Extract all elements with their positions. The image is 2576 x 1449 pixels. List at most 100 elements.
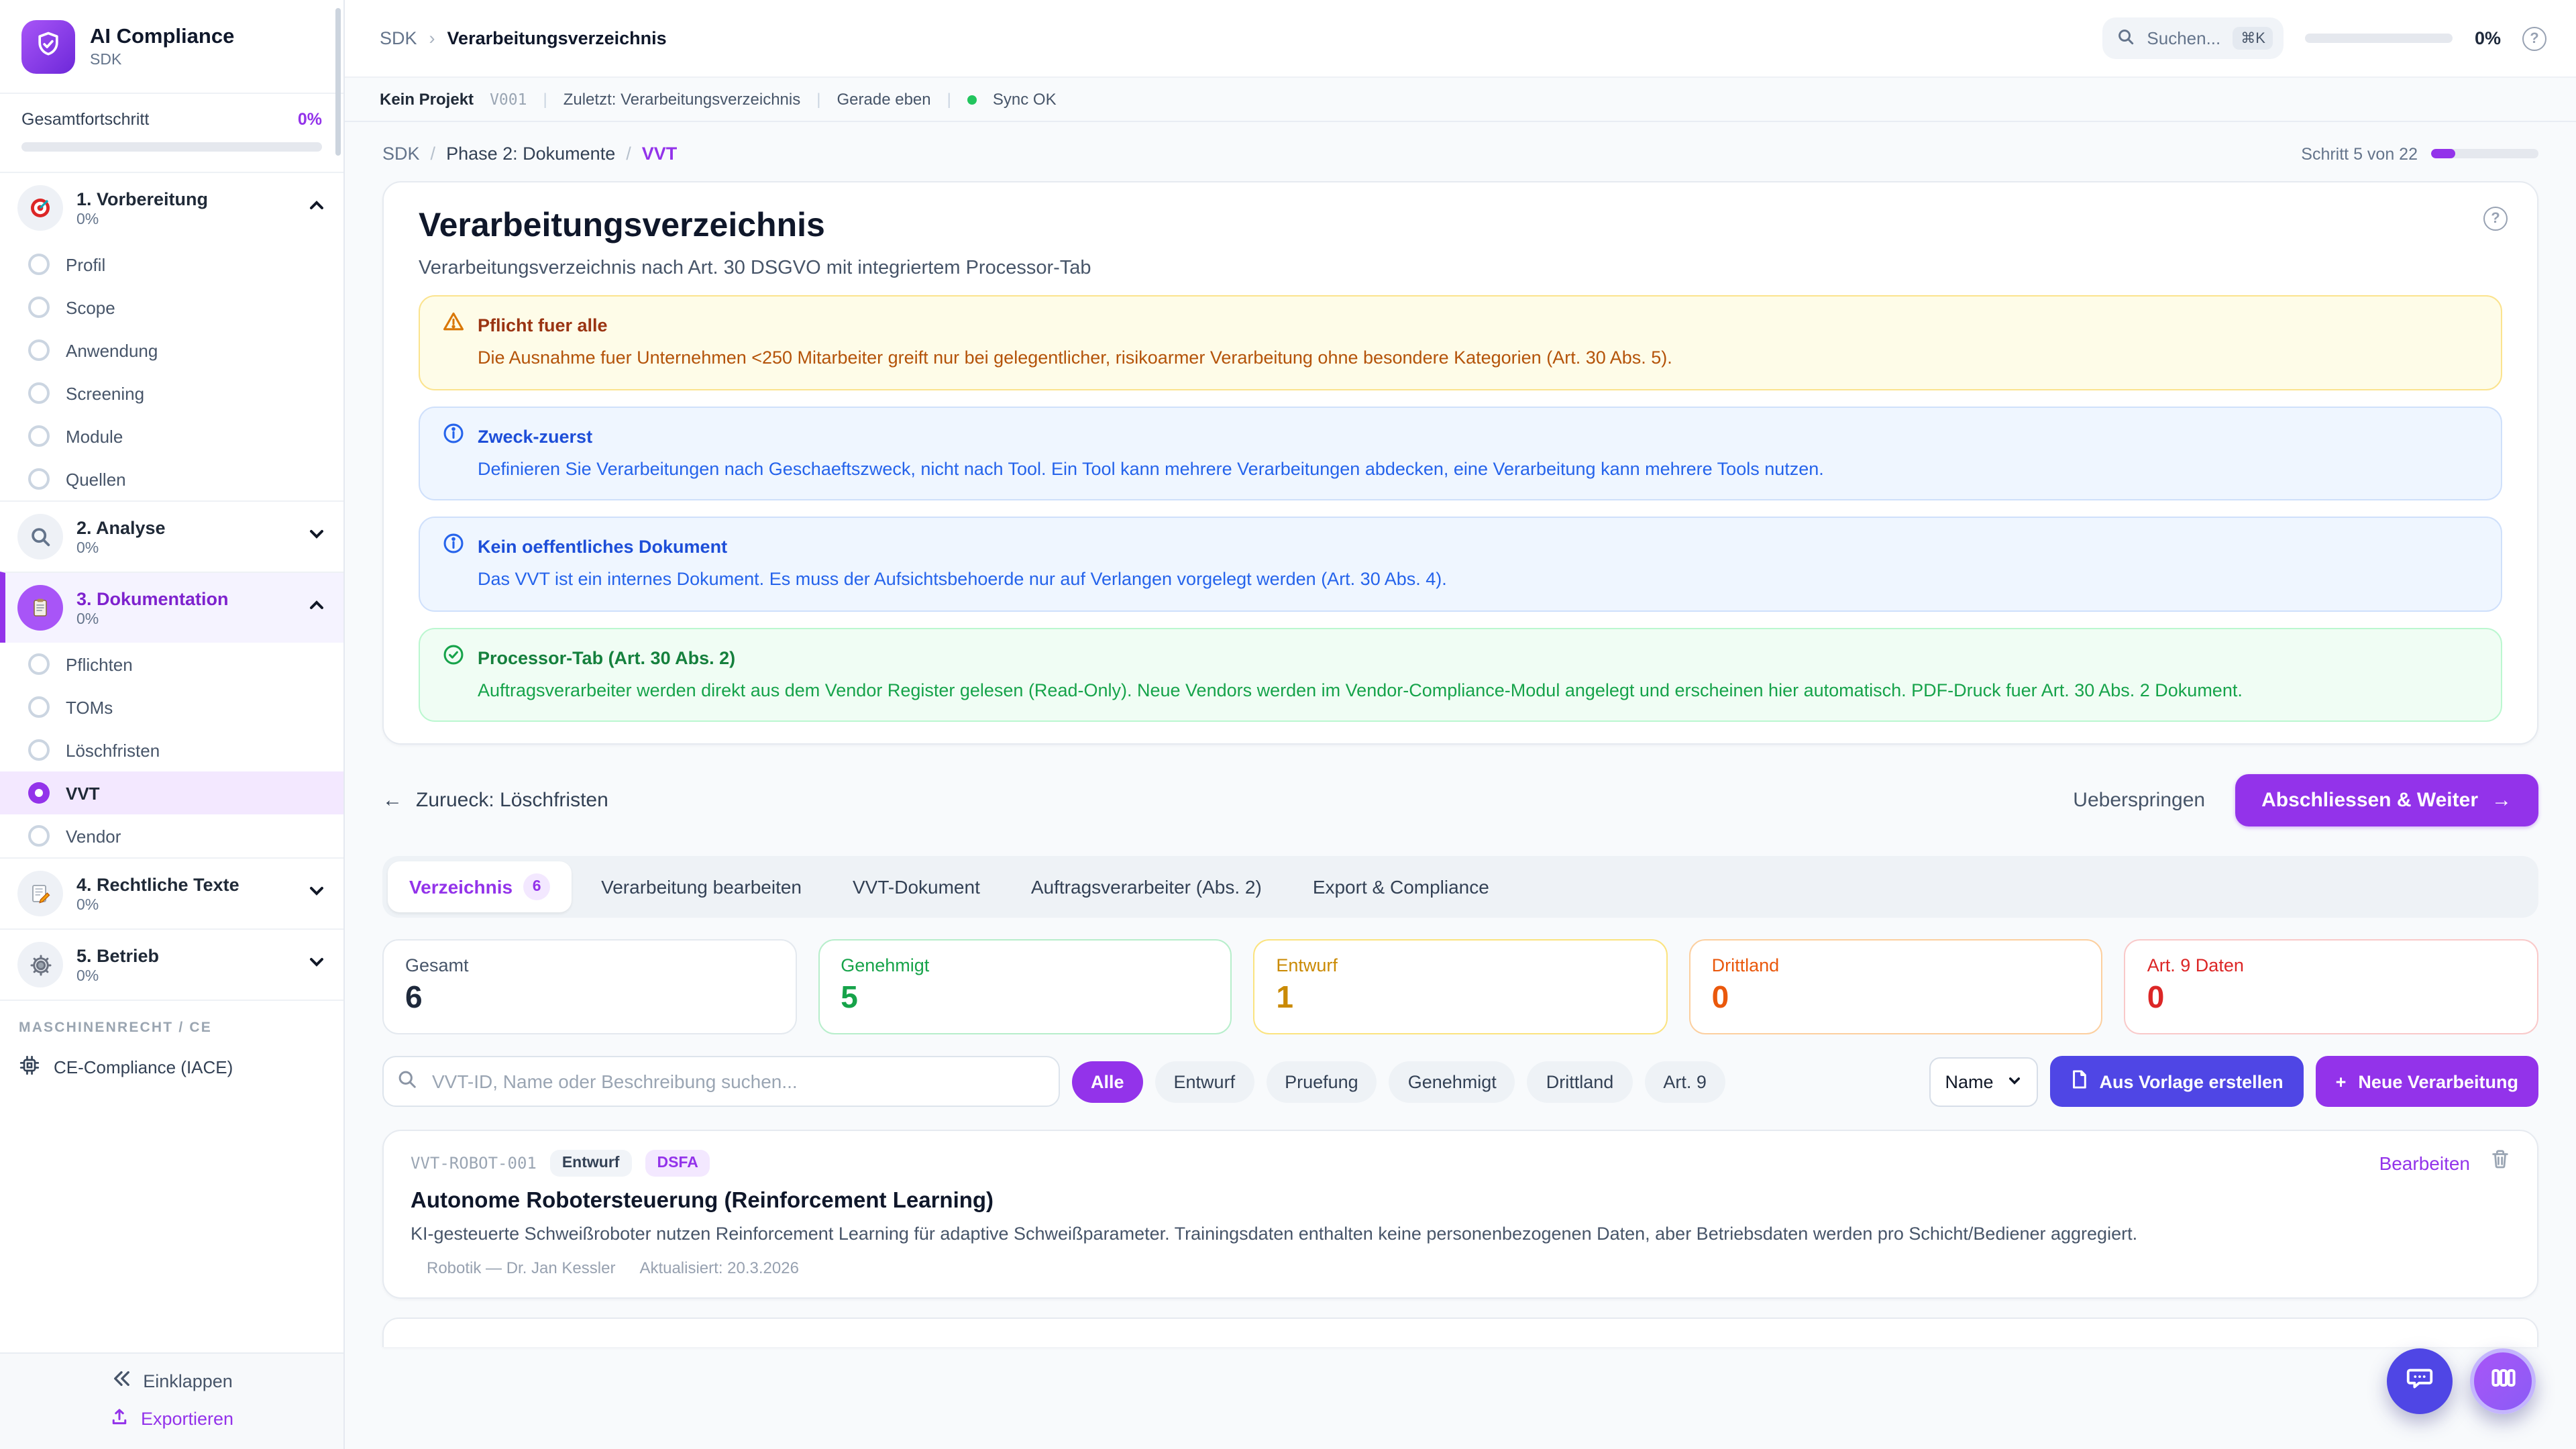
overall-progress-label: Gesamtfortschritt [21, 110, 150, 129]
sidebar-item-vendor[interactable]: Vendor [0, 814, 343, 857]
arrow-left-icon: ← [382, 789, 402, 812]
magnifier-icon [17, 514, 63, 559]
collapse-label: Einklappen [143, 1371, 233, 1391]
sidebar-item-quellen[interactable]: Quellen [0, 458, 343, 500]
sidebar-item-label: CE-Compliance (IACE) [54, 1057, 233, 1077]
record-search-input[interactable] [382, 1056, 1060, 1107]
filter-chip-genehmigt[interactable]: Genehmigt [1389, 1061, 1515, 1102]
sidebar-item-module[interactable]: Module [0, 415, 343, 458]
radio-icon [28, 468, 50, 490]
filter-row: Alle Entwurf Pruefung Genehmigt Drittlan… [382, 1056, 2538, 1107]
sidebar-item-vvt[interactable]: VVT [0, 771, 343, 814]
info-icon [441, 531, 466, 564]
export-label: Exportieren [140, 1409, 234, 1429]
sidebar-item-profil[interactable]: Profil [0, 243, 343, 286]
overall-progress-bar [21, 142, 322, 152]
breadcrumb-root[interactable]: SDK [380, 28, 417, 48]
sync-status: Sync OK [992, 90, 1057, 109]
back-label: Zurueck: Löschfristen [416, 789, 608, 812]
tab-vvt-dokument[interactable]: VVT-Dokument [831, 864, 1002, 910]
stat-entwurf: Entwurf 1 [1253, 939, 1668, 1034]
sort-value: Name [1945, 1071, 1994, 1091]
sidebar-section-dokumentation[interactable]: 3. Dokumentation 0% [0, 572, 343, 643]
sort-select[interactable]: Name [1929, 1057, 2038, 1106]
new-record-button[interactable]: + Neue Verarbeitung [2315, 1056, 2538, 1107]
chevron-down-icon [307, 524, 326, 549]
sidebar-item-label: Profil [66, 254, 106, 274]
chat-fab-button[interactable] [2387, 1348, 2453, 1414]
tab-export-compliance[interactable]: Export & Compliance [1291, 864, 1511, 910]
page-crumb-root[interactable]: SDK [382, 144, 420, 164]
export-button[interactable]: Exportieren [110, 1407, 233, 1430]
sidebar-section-betrieb[interactable]: 5. Betrieb 0% [0, 928, 343, 1000]
sidebar-item-scope[interactable]: Scope [0, 286, 343, 329]
skip-button[interactable]: Ueberspringen [2073, 789, 2206, 812]
tabs-bar: Verzeichnis 6 Verarbeitung bearbeiten VV… [382, 856, 2538, 918]
create-from-template-button[interactable]: Aus Vorlage erstellen [2049, 1056, 2304, 1107]
trash-icon[interactable] [2490, 1148, 2510, 1177]
radio-icon [28, 339, 50, 361]
tab-auftragsverarbeiter[interactable]: Auftragsverarbeiter (Abs. 2) [1010, 864, 1283, 910]
sidebar-section-rechtliche-texte[interactable]: 4. Rechtliche Texte 0% [0, 857, 343, 928]
tab-label: Verzeichnis [409, 876, 513, 898]
breadcrumb-current: Verarbeitungsverzeichnis [447, 28, 667, 48]
sidebar-item-loeschfristen[interactable]: Löschfristen [0, 729, 343, 771]
section-pct: 0% [76, 540, 99, 556]
sidebar-section-analyse[interactable]: 2. Analyse 0% [0, 500, 343, 572]
intro-card: ? Verarbeitungsverzeichnis Verarbeitungs… [382, 181, 2538, 745]
alert-title: Pflicht fuer alle [478, 315, 608, 335]
help-icon[interactable]: ? [2483, 207, 2508, 231]
breadcrumb: SDK › Verarbeitungsverzeichnis [380, 28, 667, 48]
section-label: 3. Dokumentation [76, 588, 229, 608]
record-id: VVT-ROBOT-001 [411, 1153, 537, 1172]
sidebar-item-label: Scope [66, 297, 115, 317]
sidebar-item-label: TOMs [66, 697, 113, 717]
sidebar-item-ce-compliance[interactable]: CE-Compliance (IACE) [0, 1044, 343, 1096]
section-pct: 0% [76, 968, 99, 984]
alert-info-zweck: Zweck-zuerst Definieren Sie Verarbeitung… [419, 406, 2502, 500]
export-icon [110, 1407, 129, 1430]
global-search[interactable]: Suchen... ⌘K [2102, 17, 2284, 59]
chat-bubble-icon [2404, 1362, 2435, 1400]
help-icon[interactable]: ? [2522, 26, 2546, 50]
section-label: 1. Vorbereitung [76, 189, 209, 209]
tab-label: VVT-Dokument [853, 876, 980, 898]
sidebar-item-screening[interactable]: Screening [0, 372, 343, 415]
radio-icon [28, 382, 50, 404]
chevron-up-icon [307, 195, 326, 221]
new-button-label: Neue Verarbeitung [2358, 1071, 2518, 1091]
sidebar-item-anwendung[interactable]: Anwendung [0, 329, 343, 372]
sidebar-header: AI Compliance SDK [0, 0, 343, 94]
sidebar-item-label: Quellen [66, 469, 126, 489]
filter-chip-alle[interactable]: Alle [1072, 1061, 1143, 1102]
sidebar-scrollbar[interactable] [335, 8, 341, 156]
edit-button[interactable]: Bearbeiten [2379, 1152, 2470, 1173]
divider: | [816, 90, 821, 109]
last-activity: Zuletzt: Verarbeitungsverzeichnis [563, 90, 801, 109]
sidebar-item-toms[interactable]: TOMs [0, 686, 343, 729]
filter-chip-art9[interactable]: Art. 9 [1644, 1061, 1725, 1102]
sidebar-item-pflichten[interactable]: Pflichten [0, 643, 343, 686]
page-crumb-mid[interactable]: Phase 2: Dokumente [446, 144, 616, 164]
sidebar-section-vorbereitung[interactable]: 1. Vorbereitung 0% [0, 173, 343, 243]
section-pct: 0% [76, 611, 99, 627]
radio-icon [28, 825, 50, 847]
alert-title: Zweck-zuerst [478, 426, 593, 446]
back-button[interactable]: ← Zurueck: Löschfristen [382, 789, 608, 812]
chip-icon [19, 1055, 40, 1080]
topbar-progress-value: 0% [2474, 28, 2501, 48]
memo-icon [17, 871, 63, 916]
filter-chip-entwurf[interactable]: Entwurf [1155, 1061, 1254, 1102]
info-icon [441, 421, 466, 453]
filter-chip-drittland[interactable]: Drittland [1527, 1061, 1633, 1102]
stat-art9: Art. 9 Daten 0 [2124, 939, 2538, 1034]
tab-verzeichnis[interactable]: Verzeichnis 6 [388, 861, 572, 912]
search-icon [2117, 28, 2135, 49]
columns-fab-button[interactable] [2470, 1348, 2536, 1414]
tab-verarbeitung-bearbeiten[interactable]: Verarbeitung bearbeiten [580, 864, 823, 910]
collapse-sidebar-button[interactable]: Einklappen [111, 1370, 233, 1391]
filter-chip-pruefung[interactable]: Pruefung [1266, 1061, 1377, 1102]
complete-next-button[interactable]: Abschliessen & Weiter → [2235, 774, 2538, 826]
gear-icon [17, 942, 63, 987]
